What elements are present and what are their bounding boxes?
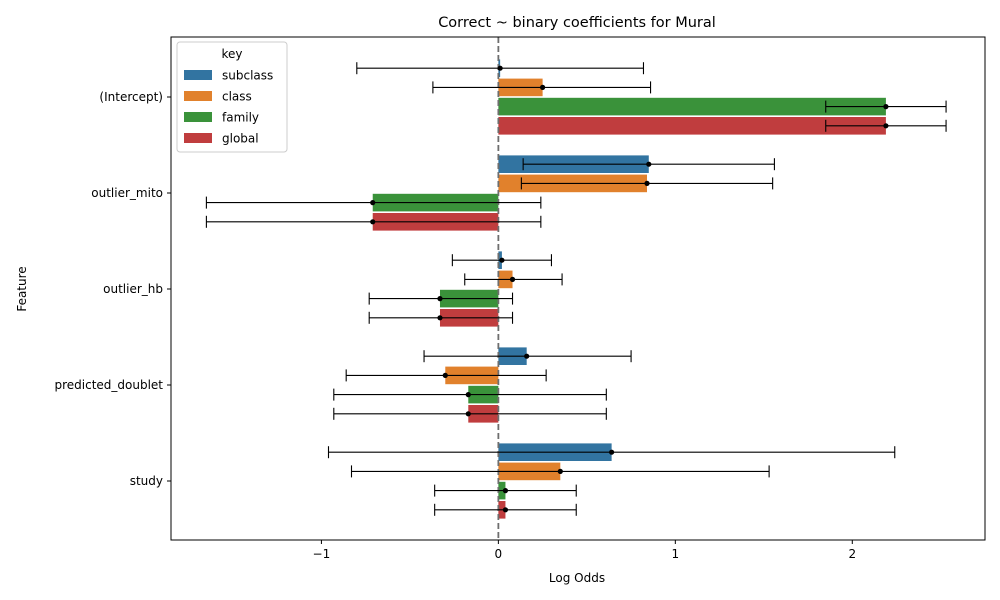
point-subclass-4 xyxy=(609,449,615,455)
point-global-4 xyxy=(502,507,509,513)
legend-swatch-global xyxy=(184,133,212,143)
point-subclass-2 xyxy=(499,257,505,263)
y-axis-label: Feature xyxy=(15,266,29,311)
y-tick-label-0: (Intercept) xyxy=(99,90,163,104)
legend-swatch-family xyxy=(184,112,212,122)
x-tick-label-0: −1 xyxy=(313,547,331,561)
point-family-4 xyxy=(502,488,509,494)
legend-label-family: family xyxy=(222,111,259,125)
point-global-3 xyxy=(465,411,471,417)
x-tick-label-3: 2 xyxy=(848,547,856,561)
y-tick-label-1: outlier_mito xyxy=(91,186,163,200)
legend-label-class: class xyxy=(222,90,252,104)
y-tick-label-2: outlier_hb xyxy=(103,282,163,296)
y-tick-label-3: predicted_doublet xyxy=(54,378,163,392)
bar-global-0 xyxy=(498,117,886,135)
point-family-0 xyxy=(883,104,889,110)
point-family-2 xyxy=(437,296,443,302)
point-class-3 xyxy=(442,372,448,378)
point-global-2 xyxy=(437,315,443,321)
point-subclass-1 xyxy=(646,161,652,167)
x-tick-label-2: 1 xyxy=(672,547,680,561)
legend: key subclass class family global xyxy=(176,41,288,153)
x-axis-label: Log Odds xyxy=(549,571,605,585)
legend-box xyxy=(176,41,288,153)
x-tick-label-1: 0 xyxy=(495,547,503,561)
plot-area: −1 0 1 2 (Intercept) outlier_mito outlier_hbpr… xyxy=(54,36,986,561)
bar-family-0 xyxy=(498,97,886,116)
legend-label-global: global xyxy=(222,132,259,146)
y-tick-label-4: study xyxy=(130,474,163,488)
point-global-1 xyxy=(370,219,376,225)
legend-title: key xyxy=(221,47,242,61)
point-subclass-3 xyxy=(524,353,530,359)
point-class-1 xyxy=(644,180,650,186)
point-family-3 xyxy=(465,392,471,398)
point-subclass-0 xyxy=(497,65,503,71)
legend-label-subclass: subclass xyxy=(222,69,273,83)
chart-title: Correct ~ binary coefficients for Mural xyxy=(438,15,716,31)
point-class-4 xyxy=(557,468,563,474)
legend-swatch-class xyxy=(184,91,212,101)
point-class-0 xyxy=(540,84,546,90)
point-class-2 xyxy=(509,276,516,282)
point-family-1 xyxy=(370,200,376,206)
legend-swatch-subclass xyxy=(184,70,212,80)
point-global-0 xyxy=(883,123,889,129)
